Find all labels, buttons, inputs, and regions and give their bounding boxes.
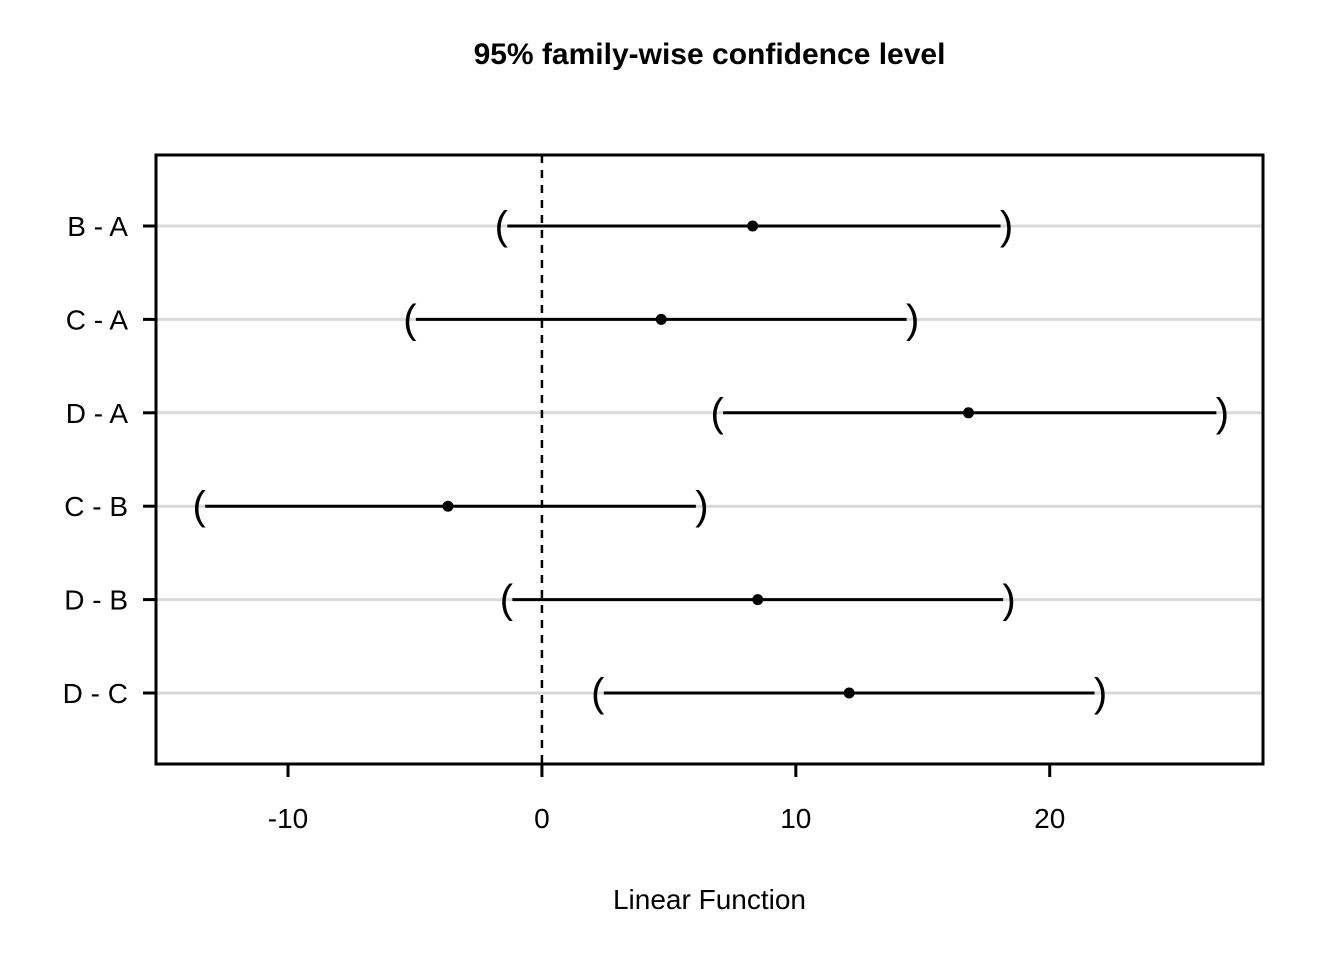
interval-lower-paren: ( <box>192 484 206 528</box>
interval-lower-paren: ( <box>500 578 514 622</box>
interval-upper-paren: ) <box>1216 391 1229 435</box>
interval-upper-paren: ) <box>1094 671 1107 715</box>
interval-lower-paren: ( <box>710 391 724 435</box>
interval-upper-paren: ) <box>1000 204 1013 248</box>
interval-upper-paren: ) <box>906 297 919 341</box>
estimate-point <box>655 313 667 325</box>
chart-title: 95% family-wise confidence level <box>473 38 946 71</box>
plot-border <box>154 153 1265 766</box>
y-axis-label: C - B <box>64 491 128 522</box>
estimate-point <box>752 594 764 606</box>
interval-lower-paren: ( <box>495 204 509 248</box>
interval-lower-paren: ( <box>403 297 417 341</box>
y-axis-label: D - C <box>63 678 128 709</box>
x-tick-label: 20 <box>1034 803 1065 834</box>
x-tick-label: -10 <box>268 803 308 834</box>
interval-upper-paren: ) <box>695 484 708 528</box>
y-axis-label: D - B <box>64 585 128 616</box>
x-tick-label: 0 <box>534 803 550 834</box>
estimate-point <box>442 500 454 512</box>
y-axis-label: D - A <box>66 398 129 429</box>
y-axis-label: C - A <box>66 304 129 335</box>
interval-upper-paren: ) <box>1002 578 1015 622</box>
interval-lower-paren: ( <box>591 671 605 715</box>
estimate-point <box>962 407 974 419</box>
estimate-point <box>747 220 759 232</box>
x-tick-label: 10 <box>780 803 811 834</box>
estimate-point <box>843 687 855 699</box>
y-axis-label: B - A <box>67 211 128 242</box>
x-axis-title: Linear Function <box>612 884 806 915</box>
